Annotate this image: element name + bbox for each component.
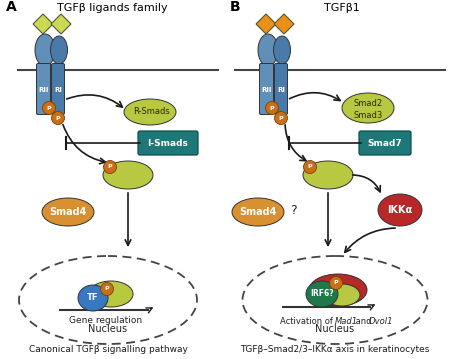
Text: and: and bbox=[353, 317, 374, 326]
Circle shape bbox=[104, 160, 117, 173]
Text: IRF6?: IRF6? bbox=[310, 289, 334, 298]
Text: Smad4: Smad4 bbox=[239, 207, 277, 217]
Text: P: P bbox=[279, 116, 284, 121]
Ellipse shape bbox=[35, 34, 55, 66]
Ellipse shape bbox=[124, 99, 176, 125]
Polygon shape bbox=[33, 14, 53, 34]
Ellipse shape bbox=[42, 198, 94, 226]
Polygon shape bbox=[51, 14, 71, 34]
FancyBboxPatch shape bbox=[260, 64, 274, 115]
Text: Nucleus: Nucleus bbox=[89, 324, 127, 334]
Text: RI: RI bbox=[277, 87, 285, 93]
FancyBboxPatch shape bbox=[138, 131, 198, 155]
Text: R-Smads: R-Smads bbox=[134, 107, 171, 117]
Text: Smad3: Smad3 bbox=[353, 111, 382, 120]
Text: TF: TF bbox=[87, 294, 99, 303]
Ellipse shape bbox=[378, 194, 422, 226]
Ellipse shape bbox=[309, 274, 367, 306]
Text: P: P bbox=[47, 106, 51, 111]
Text: RI: RI bbox=[54, 87, 62, 93]
Text: Mad1: Mad1 bbox=[335, 317, 358, 326]
Ellipse shape bbox=[103, 161, 153, 189]
Text: A: A bbox=[6, 0, 17, 14]
Circle shape bbox=[100, 283, 113, 295]
Ellipse shape bbox=[303, 161, 353, 189]
Circle shape bbox=[51, 112, 64, 125]
Ellipse shape bbox=[232, 198, 284, 226]
Ellipse shape bbox=[342, 93, 394, 123]
Text: Smad4: Smad4 bbox=[50, 207, 87, 217]
Ellipse shape bbox=[258, 34, 278, 66]
Text: TGFβ–Smad2/3–IKKα axis in keratinocytes: TGFβ–Smad2/3–IKKα axis in keratinocytes bbox=[240, 345, 430, 354]
Text: Activation of: Activation of bbox=[279, 317, 335, 326]
Ellipse shape bbox=[50, 36, 68, 64]
Text: TGFβ1: TGFβ1 bbox=[324, 3, 360, 13]
Text: Smad7: Smad7 bbox=[368, 139, 402, 148]
Circle shape bbox=[274, 112, 288, 125]
Text: P: P bbox=[308, 164, 312, 169]
Text: Canonical TGFβ signalling pathway: Canonical TGFβ signalling pathway bbox=[28, 345, 188, 354]
Text: IKKα: IKKα bbox=[387, 205, 413, 215]
FancyBboxPatch shape bbox=[274, 64, 288, 115]
Text: RII: RII bbox=[262, 87, 272, 93]
Polygon shape bbox=[256, 14, 276, 34]
Ellipse shape bbox=[306, 281, 338, 307]
Text: P: P bbox=[270, 106, 274, 111]
Circle shape bbox=[266, 102, 279, 115]
Text: P: P bbox=[105, 286, 109, 292]
FancyBboxPatch shape bbox=[36, 64, 50, 115]
Circle shape bbox=[329, 276, 342, 289]
Text: P: P bbox=[334, 280, 338, 285]
Circle shape bbox=[303, 160, 316, 173]
Ellipse shape bbox=[78, 285, 108, 311]
Text: ?: ? bbox=[290, 204, 296, 216]
Text: I-Smads: I-Smads bbox=[148, 139, 189, 148]
Ellipse shape bbox=[89, 281, 133, 307]
FancyBboxPatch shape bbox=[51, 64, 64, 115]
Text: Ovol1: Ovol1 bbox=[369, 317, 393, 326]
Circle shape bbox=[42, 102, 55, 115]
Text: P: P bbox=[108, 164, 112, 169]
Text: TGFβ ligands family: TGFβ ligands family bbox=[57, 3, 167, 13]
Ellipse shape bbox=[324, 284, 360, 306]
Text: Smad2: Smad2 bbox=[353, 98, 382, 107]
Ellipse shape bbox=[274, 36, 291, 64]
Text: P: P bbox=[56, 116, 60, 121]
Text: Gene regulation: Gene regulation bbox=[69, 316, 143, 325]
FancyBboxPatch shape bbox=[359, 131, 411, 155]
Polygon shape bbox=[274, 14, 294, 34]
Text: B: B bbox=[230, 0, 241, 14]
Text: RII: RII bbox=[39, 87, 49, 93]
Text: Nucleus: Nucleus bbox=[315, 324, 355, 334]
